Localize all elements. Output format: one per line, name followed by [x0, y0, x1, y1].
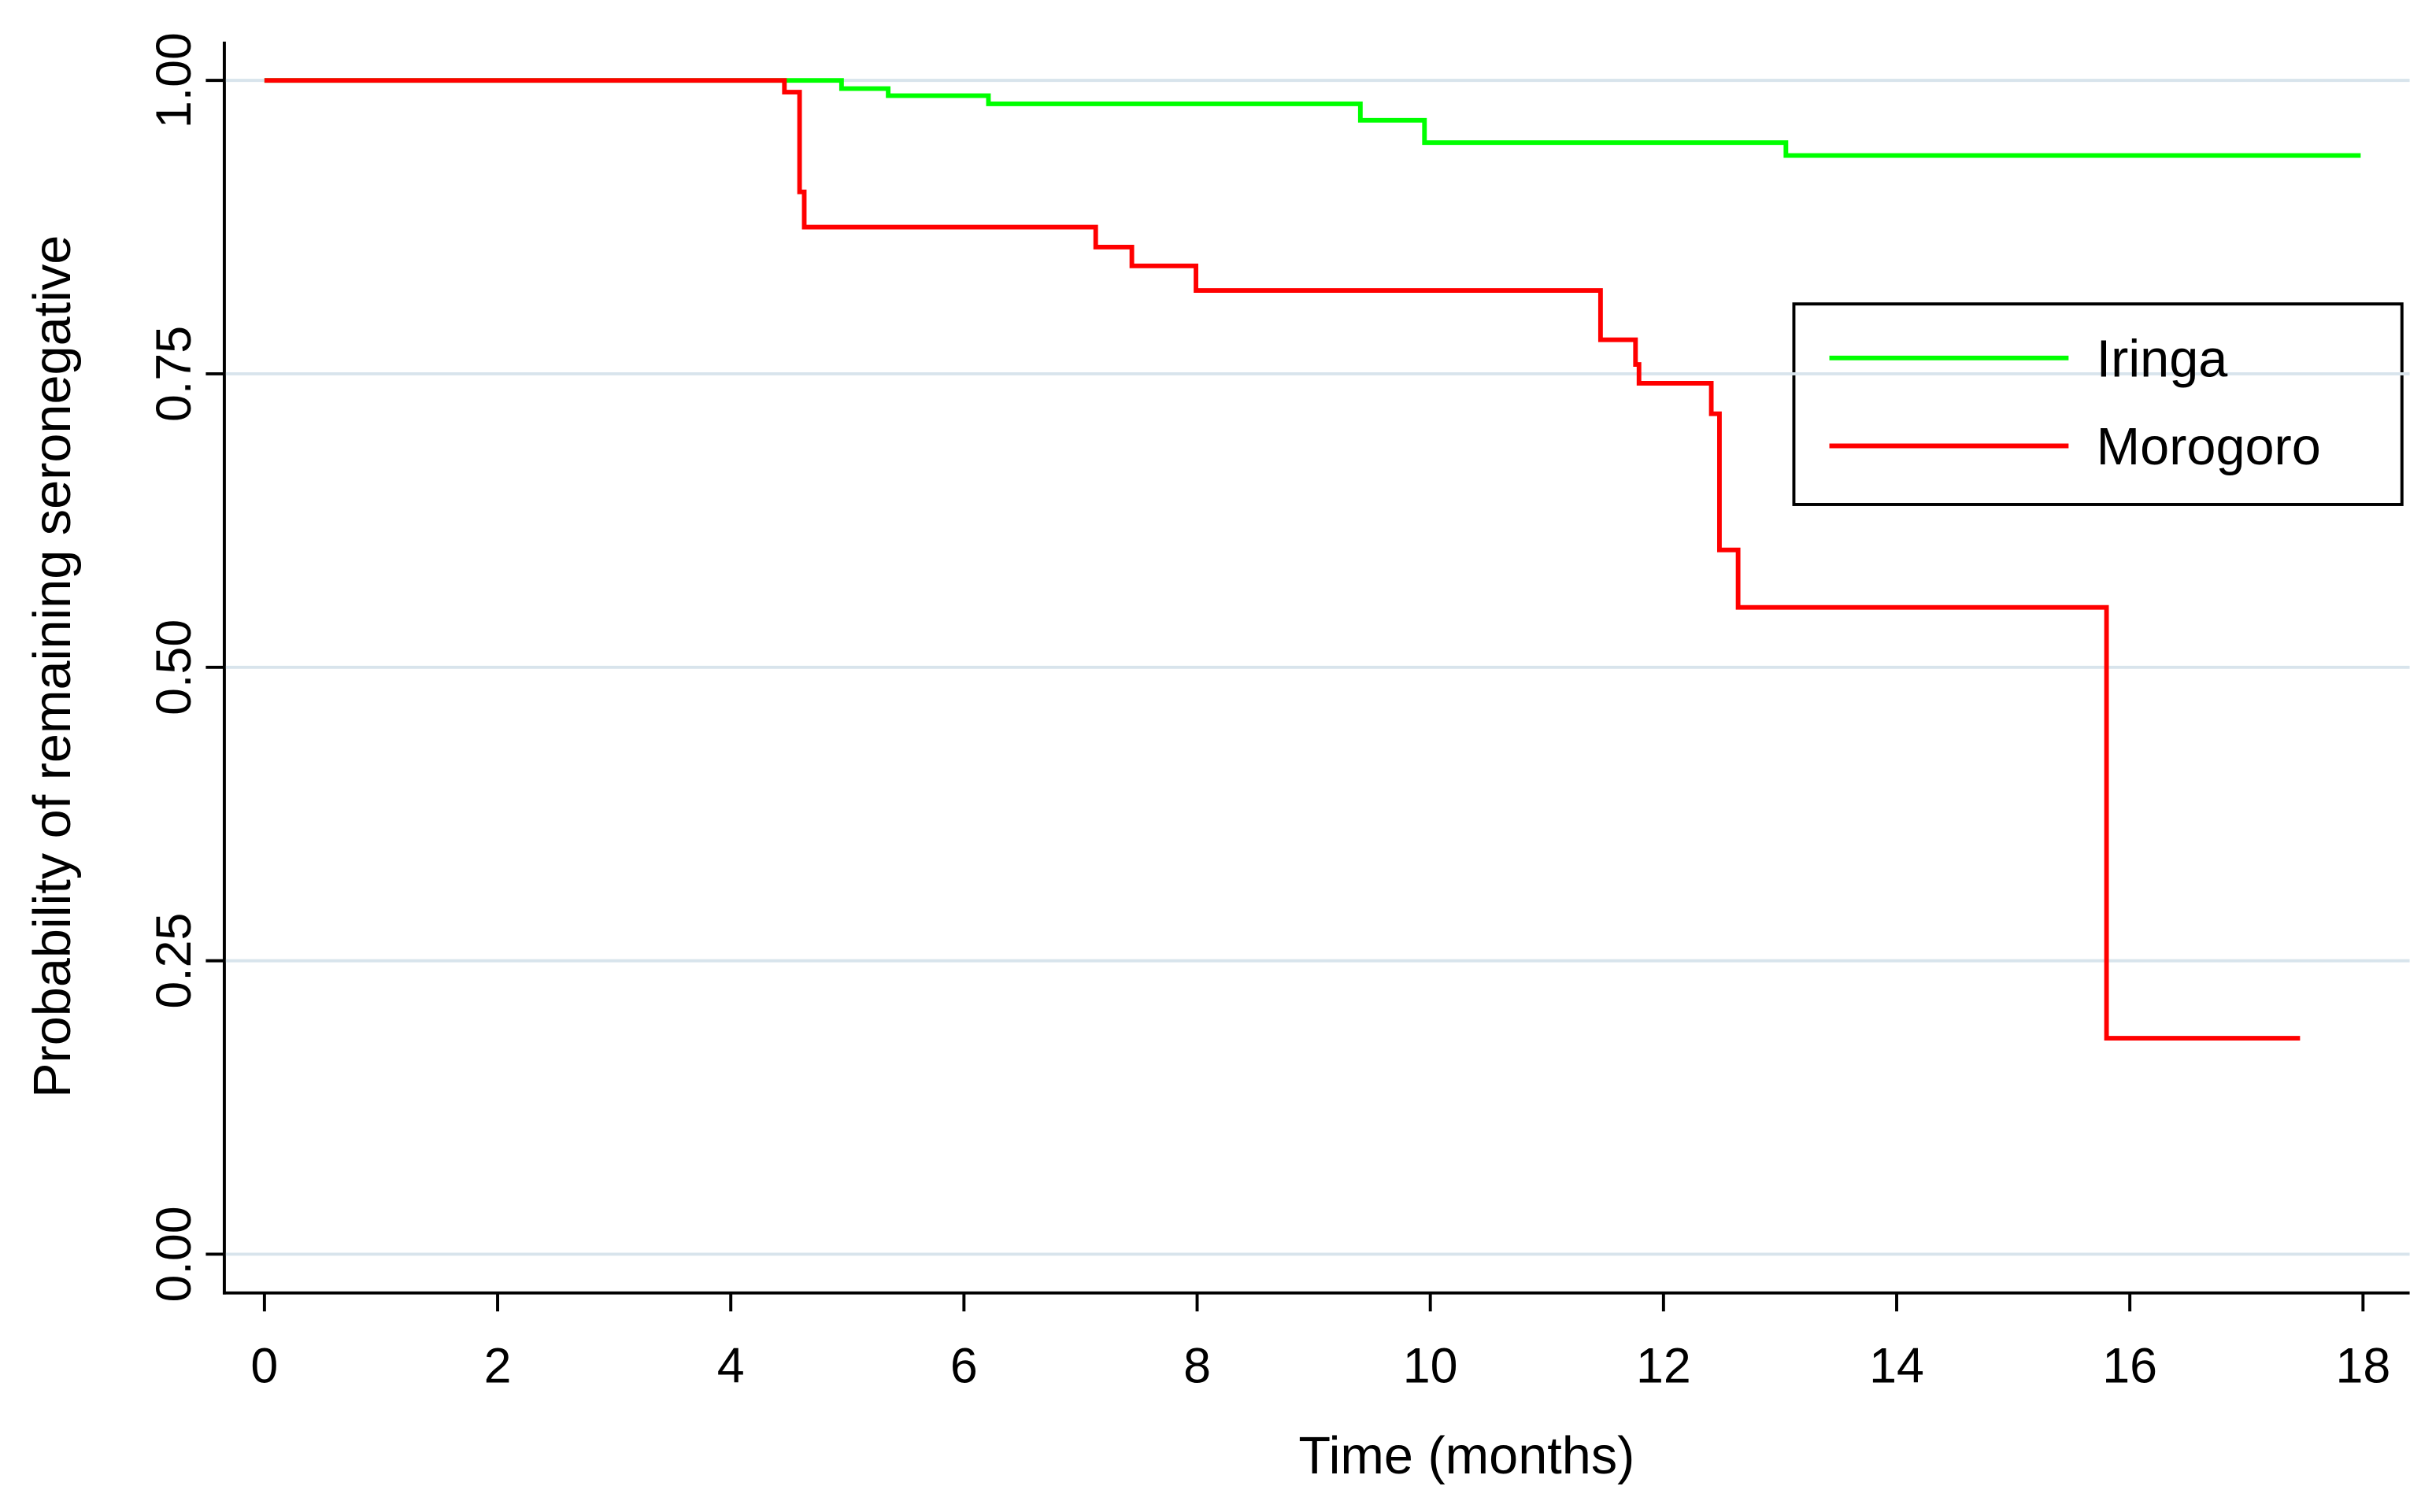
x-tick-label: 6 [950, 1338, 978, 1393]
x-axis-label: Time (months) [1298, 1427, 1634, 1485]
x-tick-label: 2 [484, 1338, 512, 1393]
y-axis-label: Probability of remaining seronegative [24, 235, 82, 1098]
x-tick-label: 8 [1183, 1338, 1211, 1393]
x-tick-label: 18 [2335, 1338, 2390, 1393]
x-tick-label: 16 [2102, 1338, 2157, 1393]
survival-line [264, 78, 2301, 1041]
x-tick-label: 14 [1869, 1338, 1924, 1393]
y-tick-label: 0.25 [146, 913, 202, 1009]
survival-line [264, 78, 2361, 158]
x-tick-label: 4 [717, 1338, 745, 1393]
legend-label: Iringa [2097, 330, 2229, 388]
legend-label: Morogoro [2097, 418, 2321, 476]
legend [1792, 302, 2404, 506]
y-tick-label: 0.00 [146, 1206, 202, 1302]
y-tick-label: 0.50 [146, 619, 202, 715]
x-tick-label: 12 [1636, 1338, 1691, 1393]
y-tick-label: 0.75 [146, 326, 202, 422]
y-tick-label: 1.00 [146, 32, 202, 128]
x-tick-label: 0 [250, 1338, 278, 1393]
x-tick-label: 10 [1403, 1338, 1458, 1393]
